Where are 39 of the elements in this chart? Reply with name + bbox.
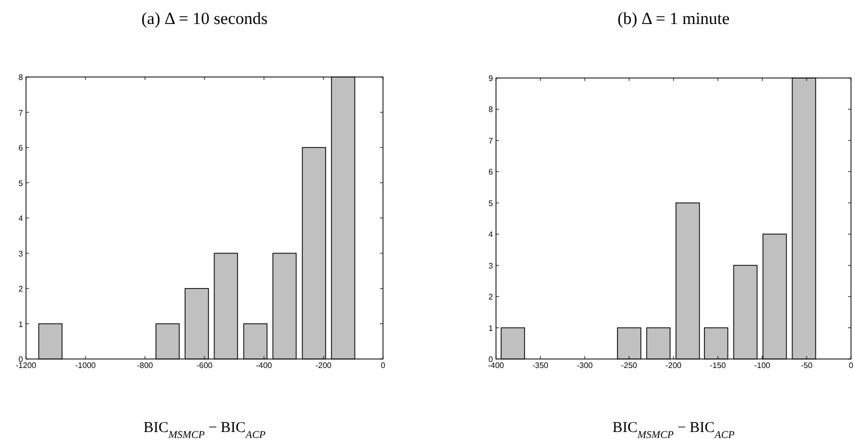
x-tick-label: -400 bbox=[256, 361, 273, 370]
x-tick-label: -150 bbox=[710, 361, 726, 370]
y-tick-label: 5 bbox=[18, 178, 24, 188]
y-tick-label: 9 bbox=[488, 74, 494, 83]
y-tick-label: 1 bbox=[488, 324, 494, 333]
y-tick-label: 8 bbox=[488, 105, 494, 114]
y-tick-label: 7 bbox=[18, 108, 24, 118]
y-tick-label: 6 bbox=[488, 168, 494, 177]
x-tick-label: -200 bbox=[665, 361, 682, 370]
x-tick-label: 0 bbox=[380, 361, 386, 370]
y-tick-label: 3 bbox=[488, 261, 494, 270]
x-tick-label: -100 bbox=[754, 361, 771, 370]
chart-title: (b) Δ = 1 minute bbox=[617, 9, 730, 28]
x-tick-label: -250 bbox=[621, 361, 638, 370]
x-tick-label: -1000 bbox=[75, 361, 96, 370]
y-tick-label: 1 bbox=[18, 320, 24, 329]
x-tick-label: -50 bbox=[800, 361, 813, 370]
y-tick-label: 0 bbox=[18, 355, 24, 364]
x-tick-label: -1200 bbox=[16, 361, 37, 370]
x-tick-label: -800 bbox=[136, 361, 154, 370]
x-tick-label: -600 bbox=[196, 361, 214, 370]
x-tick-label: -300 bbox=[576, 361, 594, 370]
x-tick-label: -350 bbox=[532, 361, 549, 370]
y-tick-label: 4 bbox=[488, 230, 494, 240]
x-axis-title: BIC$_{MSMCP}$ − BIC$_{ACP}$ bbox=[144, 420, 266, 440]
chart-title: (a) Δ = 10 seconds bbox=[141, 9, 268, 28]
y-tick-label: 3 bbox=[18, 249, 24, 258]
y-tick-label: 5 bbox=[488, 198, 494, 208]
y-tick-label: 0 bbox=[488, 355, 494, 364]
x-tick-label: -200 bbox=[315, 361, 332, 370]
x-tick-label: 0 bbox=[848, 361, 854, 370]
y-tick-label: 2 bbox=[18, 284, 24, 294]
y-tick-label: 6 bbox=[18, 144, 24, 152]
y-tick-label: 2 bbox=[488, 292, 494, 302]
x-axis-title: BIC$_{MSMCP}$ − BIC$_{ACP}$ bbox=[612, 420, 736, 440]
x-tick-label: -400 bbox=[488, 361, 505, 370]
y-tick-label: 7 bbox=[488, 136, 494, 146]
y-tick-label: 8 bbox=[18, 73, 24, 82]
y-tick-label: 4 bbox=[18, 214, 24, 223]
